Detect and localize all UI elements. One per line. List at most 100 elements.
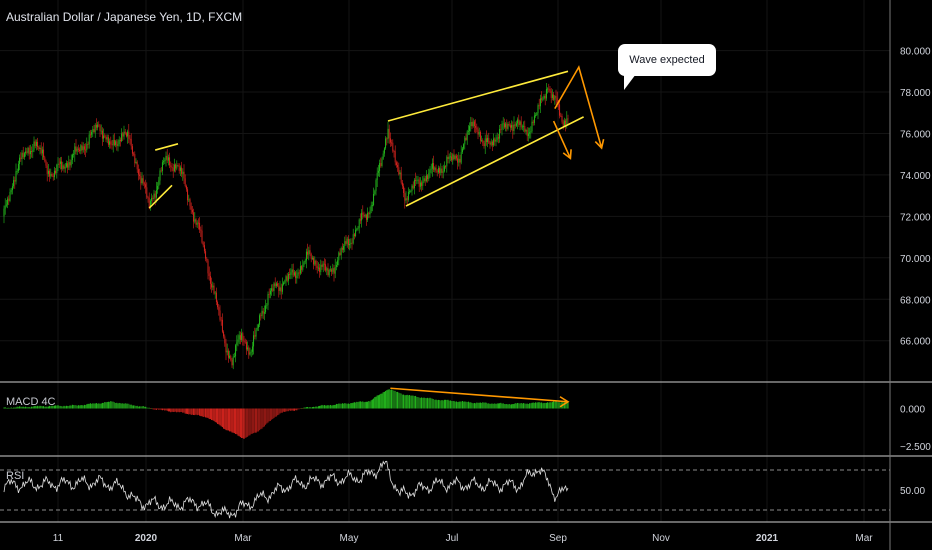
candle-body — [485, 138, 487, 142]
macd-bar — [507, 404, 509, 409]
macd-bar — [193, 408, 195, 415]
candle-body — [64, 166, 66, 169]
macd-bar — [225, 408, 227, 431]
macd-bar — [316, 406, 318, 409]
macd-bar — [325, 405, 327, 409]
macd-bar — [439, 400, 441, 409]
macd-bar — [85, 405, 87, 409]
candle-body — [166, 155, 168, 161]
candle-body — [214, 292, 216, 294]
candle-body — [100, 130, 102, 132]
candle-body — [226, 350, 228, 353]
candle-body — [10, 190, 12, 192]
macd-bar — [495, 403, 497, 409]
candle-body — [22, 152, 24, 158]
arrow-head — [562, 149, 572, 160]
candle-body — [256, 327, 258, 330]
macd-bar — [101, 402, 103, 409]
macd-bar — [37, 405, 39, 409]
candle-body — [142, 178, 144, 184]
candle-body — [547, 88, 549, 90]
macd-bar — [201, 408, 203, 417]
candle-body — [515, 123, 517, 126]
candle-body — [37, 141, 39, 148]
candle-body — [445, 166, 447, 168]
macd-bar — [164, 408, 166, 411]
macd-bar — [434, 399, 436, 409]
macd-bar — [407, 395, 409, 409]
macd-bar — [405, 395, 407, 409]
candle-body — [454, 155, 456, 159]
candle-body — [412, 185, 414, 189]
candle-body — [344, 241, 346, 247]
candle-body — [212, 285, 214, 288]
candle-body — [548, 88, 550, 90]
macd-bar — [161, 408, 163, 411]
candle-body — [517, 119, 519, 124]
macd-bar — [269, 408, 271, 421]
candle-body — [519, 121, 521, 125]
candle-body — [91, 132, 93, 135]
macd-bar — [215, 408, 217, 423]
macd-bar — [551, 402, 553, 409]
macd-bar — [86, 404, 88, 409]
macd-bar — [249, 408, 251, 436]
candle-body — [349, 243, 351, 246]
candle-body — [33, 141, 35, 151]
macd-bar — [230, 408, 232, 432]
macd-bar — [525, 403, 527, 409]
macd-bar — [416, 396, 418, 409]
macd-bar — [559, 402, 561, 409]
candle-body — [154, 193, 156, 198]
candle-body — [77, 148, 79, 150]
candle-body — [551, 94, 553, 98]
macd-bar — [547, 402, 549, 409]
wave-expected-callout[interactable]: Wave expected — [618, 44, 716, 90]
macd-bar — [553, 401, 555, 409]
macd-bar — [421, 397, 423, 409]
candle-body — [346, 238, 348, 244]
candle-body — [191, 209, 193, 213]
macd-bar — [310, 407, 312, 409]
candle-body — [243, 340, 245, 342]
candle-body — [508, 124, 510, 126]
macd-bar — [425, 398, 427, 409]
candle-body — [239, 335, 241, 340]
macd-bar — [346, 403, 348, 409]
macd-bar — [554, 401, 556, 409]
candle-body — [487, 137, 489, 142]
candle-body — [233, 356, 235, 358]
candle-body — [67, 163, 69, 168]
candle-body — [331, 269, 333, 272]
macd-bar — [248, 408, 250, 436]
price-tick-label: 68.000 — [900, 295, 931, 306]
candle-body — [326, 268, 328, 271]
macd-bar — [381, 393, 383, 409]
candle-body — [195, 219, 197, 225]
macd-bar — [424, 397, 426, 409]
macd-bar — [154, 408, 156, 410]
candle-body — [130, 138, 132, 147]
candle-body — [76, 148, 78, 152]
candle-body — [92, 129, 94, 133]
candle-body — [109, 141, 111, 145]
macd-bar — [313, 406, 315, 409]
candle-body — [121, 133, 123, 142]
macd-bar — [259, 408, 261, 431]
candle-body — [277, 283, 279, 286]
candle-body — [463, 144, 465, 149]
macd-bar — [530, 403, 532, 409]
macd-bar — [143, 406, 145, 409]
candle-body — [421, 182, 423, 186]
macd-bar — [71, 404, 73, 409]
macd-bar — [75, 405, 77, 409]
macd-bar — [13, 407, 15, 409]
candle-body — [442, 171, 444, 173]
macd-bar — [410, 395, 412, 409]
candle-body — [296, 275, 298, 279]
macd-bar — [239, 408, 241, 438]
macd-bar — [166, 408, 168, 411]
candle-body — [213, 285, 215, 294]
macd-bar — [31, 406, 33, 409]
candle-body — [337, 260, 339, 265]
